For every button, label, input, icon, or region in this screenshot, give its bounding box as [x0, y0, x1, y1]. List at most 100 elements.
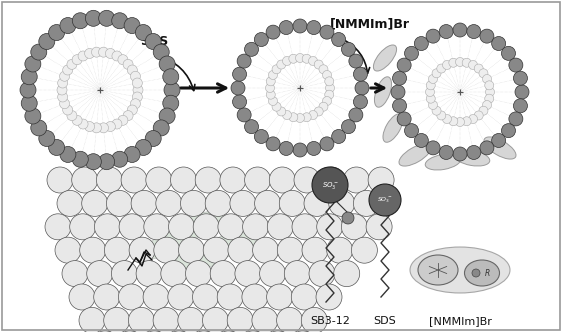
Circle shape: [302, 113, 311, 122]
Circle shape: [293, 143, 307, 157]
Circle shape: [123, 59, 133, 69]
Circle shape: [133, 85, 143, 95]
Circle shape: [135, 25, 151, 41]
Ellipse shape: [418, 255, 458, 285]
Circle shape: [217, 284, 243, 310]
Circle shape: [289, 54, 298, 63]
Circle shape: [203, 237, 229, 263]
Circle shape: [97, 167, 123, 193]
Circle shape: [449, 117, 458, 126]
Circle shape: [130, 99, 140, 109]
Circle shape: [369, 184, 401, 216]
Circle shape: [514, 99, 528, 113]
Circle shape: [60, 146, 76, 162]
Circle shape: [117, 331, 143, 332]
Circle shape: [293, 19, 307, 33]
Circle shape: [106, 190, 133, 216]
Circle shape: [277, 237, 303, 263]
Circle shape: [353, 95, 368, 109]
Circle shape: [144, 214, 170, 240]
Circle shape: [25, 108, 41, 124]
Circle shape: [426, 81, 435, 90]
Circle shape: [124, 146, 140, 162]
Circle shape: [455, 57, 465, 66]
Circle shape: [266, 284, 293, 310]
Circle shape: [304, 190, 330, 216]
Circle shape: [112, 13, 128, 29]
Circle shape: [265, 331, 291, 332]
Circle shape: [244, 120, 259, 134]
Circle shape: [80, 237, 106, 263]
Circle shape: [355, 81, 369, 95]
Circle shape: [485, 94, 494, 103]
Circle shape: [319, 102, 328, 111]
Circle shape: [156, 190, 182, 216]
Circle shape: [121, 167, 147, 193]
Circle shape: [119, 284, 144, 310]
Circle shape: [296, 114, 305, 123]
Circle shape: [449, 58, 458, 67]
Text: SB3-12: SB3-12: [310, 316, 350, 326]
Circle shape: [426, 94, 435, 103]
Circle shape: [414, 133, 428, 147]
Circle shape: [279, 190, 305, 216]
Circle shape: [240, 331, 266, 332]
Circle shape: [432, 69, 441, 78]
Circle shape: [39, 130, 55, 146]
Circle shape: [453, 147, 467, 161]
Circle shape: [237, 54, 251, 68]
Circle shape: [112, 51, 122, 61]
Circle shape: [243, 214, 269, 240]
Circle shape: [397, 112, 411, 126]
Circle shape: [501, 124, 515, 138]
Circle shape: [317, 214, 343, 240]
Circle shape: [309, 261, 335, 287]
Circle shape: [133, 78, 142, 88]
Circle shape: [227, 307, 253, 332]
Circle shape: [332, 33, 346, 46]
Circle shape: [136, 261, 162, 287]
Circle shape: [284, 261, 310, 287]
Ellipse shape: [454, 150, 490, 166]
Circle shape: [202, 307, 229, 332]
Circle shape: [474, 64, 483, 73]
Circle shape: [112, 151, 128, 167]
Circle shape: [161, 261, 187, 287]
Circle shape: [277, 307, 302, 332]
Circle shape: [143, 284, 169, 310]
Circle shape: [307, 141, 321, 155]
Circle shape: [252, 237, 279, 263]
Text: [NMMIm]Br: [NMMIm]Br: [330, 17, 410, 30]
Circle shape: [467, 25, 481, 39]
Circle shape: [67, 111, 77, 121]
Circle shape: [474, 111, 483, 120]
Circle shape: [309, 56, 318, 65]
Circle shape: [72, 151, 88, 167]
Circle shape: [218, 214, 244, 240]
Circle shape: [294, 167, 320, 193]
Circle shape: [342, 212, 354, 224]
Circle shape: [220, 167, 246, 193]
Circle shape: [123, 111, 133, 121]
Circle shape: [146, 167, 172, 193]
Circle shape: [118, 115, 128, 125]
Ellipse shape: [168, 248, 222, 272]
Circle shape: [272, 102, 281, 111]
Circle shape: [180, 190, 206, 216]
Circle shape: [283, 56, 292, 65]
Circle shape: [462, 117, 471, 126]
Circle shape: [302, 237, 328, 263]
Circle shape: [509, 112, 523, 126]
Circle shape: [106, 122, 115, 131]
Circle shape: [479, 106, 488, 115]
Circle shape: [87, 261, 113, 287]
Circle shape: [168, 284, 194, 310]
Circle shape: [467, 145, 481, 159]
Circle shape: [462, 58, 471, 67]
Circle shape: [105, 237, 130, 263]
Circle shape: [334, 261, 360, 287]
Circle shape: [442, 115, 451, 124]
Circle shape: [266, 90, 275, 99]
Circle shape: [131, 190, 157, 216]
Circle shape: [255, 129, 268, 143]
